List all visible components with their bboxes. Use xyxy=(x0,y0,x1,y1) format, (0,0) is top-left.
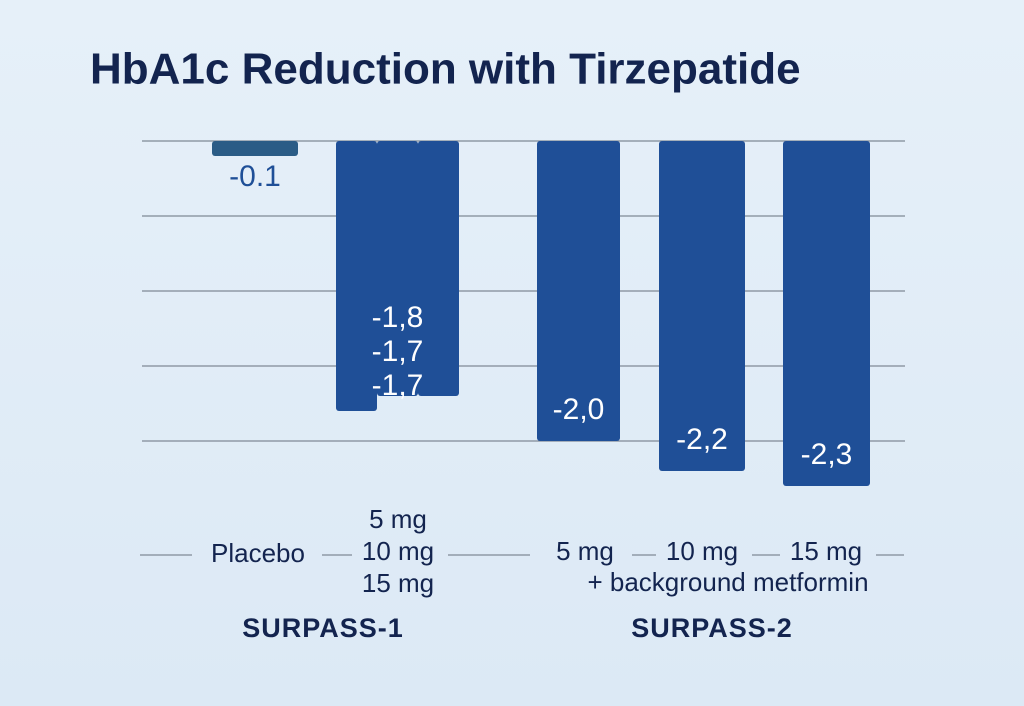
bar xyxy=(336,141,377,411)
value-label: -2,3 xyxy=(801,438,853,471)
x-tick-label: 15 mg xyxy=(790,536,862,566)
group-note: + background metformin xyxy=(587,567,868,597)
x-tick-label: 10 mg xyxy=(666,536,738,566)
chart-title: HbA1c Reduction with Tirzepatide xyxy=(90,45,801,94)
bar xyxy=(783,141,870,486)
group-label: SURPASS-1 xyxy=(242,613,404,643)
bar xyxy=(377,141,418,396)
value-label: -1,7 xyxy=(372,335,424,368)
value-label: -0.1 xyxy=(229,160,281,193)
x-tick-label: 10 mg xyxy=(362,536,434,566)
bar xyxy=(537,141,620,441)
value-label: -1,8 xyxy=(372,301,424,334)
value-label: -2,2 xyxy=(676,423,728,456)
value-label: -1,7 xyxy=(372,369,424,402)
group-label: SURPASS-2 xyxy=(631,613,793,643)
x-tick-label: 5 mg xyxy=(369,504,427,534)
x-tick-label: Placebo xyxy=(211,538,305,568)
bar xyxy=(212,141,298,156)
bar xyxy=(659,141,745,471)
value-label: -2,0 xyxy=(553,393,605,426)
x-tick-label: 5 mg xyxy=(556,536,614,566)
bar xyxy=(418,141,459,396)
x-tick-label: 15 mg xyxy=(362,568,434,598)
